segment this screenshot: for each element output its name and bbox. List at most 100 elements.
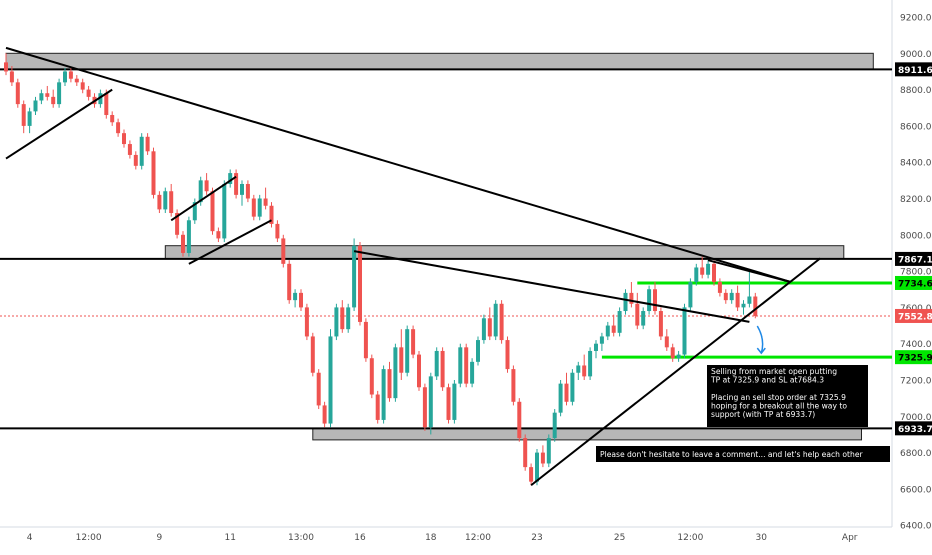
trendline — [707, 259, 791, 283]
candle-body — [358, 245, 362, 322]
candle-body — [352, 245, 357, 308]
price-label-box — [895, 350, 932, 365]
candle-body — [228, 173, 233, 184]
comment-text: Please don't hesitate to leave a comment… — [600, 450, 863, 459]
candle-body — [476, 340, 480, 362]
candle-body — [216, 231, 221, 239]
candle-body — [257, 198, 262, 217]
comment-box — [596, 446, 890, 462]
candle-body — [452, 383, 457, 420]
candle-body — [576, 365, 581, 373]
candle-body — [127, 144, 132, 155]
candle-body — [629, 292, 634, 304]
candle-body — [39, 93, 44, 101]
candle-body — [552, 412, 557, 439]
candle-body — [80, 82, 85, 90]
candle-body — [98, 93, 103, 105]
candle-body — [186, 220, 191, 253]
candle-body — [588, 350, 593, 377]
candle-body — [694, 267, 699, 282]
candle-body — [63, 71, 67, 83]
candle-body — [275, 223, 280, 239]
price-label: 7325.9 — [898, 354, 932, 364]
y-tick-label: 8400.0 — [900, 159, 932, 169]
candle-body — [481, 318, 486, 341]
candle-body — [316, 372, 321, 406]
candle-body — [222, 183, 227, 239]
candle-body — [375, 394, 380, 420]
candle-body — [269, 205, 274, 224]
candle-body — [293, 292, 298, 301]
candle-body — [57, 82, 62, 105]
candle-body — [334, 307, 339, 337]
candle-body — [393, 347, 398, 399]
x-tick-label: 18 — [425, 533, 437, 543]
x-tick-label: Apr — [842, 533, 858, 543]
candle-body — [487, 318, 492, 337]
candle-body — [493, 303, 498, 337]
candle-body — [623, 292, 628, 312]
x-tick-label: 9 — [157, 533, 163, 543]
trendline — [530, 257, 821, 487]
candle-body — [535, 452, 539, 482]
trendline — [170, 175, 237, 222]
candle-body — [381, 369, 386, 420]
annotation-line: Selling from market open putting — [711, 367, 837, 376]
candle-body — [546, 438, 551, 464]
candle-body — [346, 307, 351, 330]
y-tick-label: 7200.0 — [900, 377, 932, 387]
candle-body — [735, 292, 740, 308]
annotation-line: Placing an sell stop order at 7325.9 — [711, 393, 846, 402]
candle-body — [74, 78, 79, 83]
candle-body — [747, 296, 752, 304]
candle-body — [647, 289, 652, 312]
candle-body — [417, 354, 421, 388]
price-label-box — [895, 421, 932, 436]
candle-body — [717, 281, 722, 293]
candle-body — [564, 383, 569, 402]
candle-body — [712, 263, 716, 282]
candle-body — [210, 191, 215, 232]
candle-body — [387, 369, 392, 399]
candle-body — [104, 93, 109, 116]
candle-body — [464, 347, 469, 384]
x-tick-label: 23 — [531, 533, 542, 543]
candle-body — [340, 307, 345, 330]
candle-body — [9, 71, 14, 83]
candle-body — [605, 325, 610, 337]
candle-body — [434, 350, 439, 377]
candle-body — [428, 376, 433, 428]
candle-body — [682, 307, 687, 355]
candle-body — [198, 180, 203, 203]
candle-body — [110, 115, 115, 123]
candle-body — [517, 401, 522, 439]
projection-arrowhead — [756, 347, 766, 355]
candle-body — [27, 111, 32, 126]
candle-body — [658, 311, 663, 337]
annotation-box — [707, 365, 868, 427]
candle-body — [310, 336, 315, 373]
candle-body — [405, 329, 410, 373]
candle-body — [570, 372, 575, 402]
y-tick-label: 6800.0 — [900, 449, 932, 459]
candle-body — [511, 369, 516, 402]
candle-body — [599, 336, 604, 344]
candle-body — [523, 438, 528, 468]
candle-body — [688, 281, 693, 308]
candle-body — [281, 238, 286, 264]
price-label: 6933.7 — [898, 425, 932, 435]
candle-body — [204, 180, 209, 192]
y-tick-label: 9000.0 — [900, 50, 932, 60]
candle-body — [558, 383, 563, 413]
projection-arrow — [756, 325, 764, 354]
candle-body — [15, 82, 20, 105]
candle-body — [169, 191, 174, 214]
y-tick-label: 7800.0 — [900, 268, 932, 278]
x-tick-label: 12:00 — [677, 533, 703, 543]
candle-body — [322, 405, 327, 424]
x-tick-label: 25 — [614, 533, 625, 543]
candle-body — [234, 173, 239, 195]
candle-body — [676, 354, 681, 359]
